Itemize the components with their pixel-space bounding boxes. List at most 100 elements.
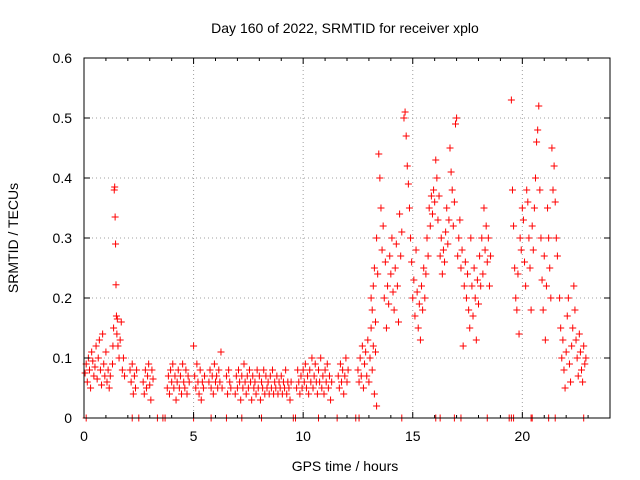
data-point (478, 234, 486, 242)
data-point (542, 282, 550, 290)
data-point (526, 264, 534, 272)
data-point (249, 372, 257, 380)
data-point (385, 300, 393, 308)
data-point (222, 372, 230, 380)
data-point (393, 282, 401, 290)
data-point (277, 372, 285, 380)
data-point (121, 372, 129, 380)
data-point (470, 264, 478, 272)
data-point (389, 288, 397, 296)
data-point (146, 381, 154, 389)
data-point (299, 366, 307, 374)
data-point (511, 264, 519, 272)
data-point (480, 204, 488, 212)
data-point (108, 360, 116, 368)
data-point (133, 366, 141, 374)
data-point (89, 357, 97, 365)
data-point (400, 114, 408, 122)
data-point (475, 300, 482, 308)
data-point (403, 162, 411, 170)
data-point (209, 390, 217, 398)
data-point (176, 372, 184, 380)
data-point (451, 120, 459, 128)
data-point (245, 366, 253, 374)
data-point (402, 132, 410, 140)
data-point (224, 390, 232, 398)
data-point (179, 360, 187, 368)
data-point (465, 306, 473, 314)
data-point (130, 372, 138, 380)
data-point (118, 366, 126, 374)
chart-title: Day 160 of 2022, SRMTID for receiver xpl… (211, 20, 479, 36)
data-point (81, 369, 89, 377)
data-point (443, 204, 451, 212)
data-point (87, 384, 95, 392)
data-point (258, 378, 266, 386)
data-point (196, 366, 204, 374)
data-point (401, 108, 409, 116)
data-point (167, 366, 175, 374)
data-point (218, 384, 226, 392)
data-point (213, 372, 221, 380)
data-point (422, 270, 430, 278)
data-point (148, 366, 156, 374)
data-point (568, 342, 576, 350)
data-point (449, 222, 457, 230)
data-point (471, 294, 479, 302)
data-point (256, 396, 264, 404)
data-point (450, 198, 458, 206)
data-point (201, 372, 209, 380)
data-point (570, 282, 578, 290)
data-point (548, 144, 556, 152)
data-point (324, 384, 332, 392)
data-point (580, 342, 588, 350)
y-tick-label: 0.6 (53, 50, 73, 66)
data-point (527, 306, 535, 314)
data-point (355, 378, 363, 386)
data-point (99, 330, 107, 338)
data-point (557, 324, 565, 332)
x-tick-label: 0 (80, 428, 88, 444)
data-point (287, 378, 295, 386)
data-point (432, 156, 440, 164)
data-point (327, 396, 335, 404)
data-point (396, 210, 404, 218)
data-point (545, 234, 553, 242)
data-point (296, 390, 304, 398)
data-point (507, 96, 515, 104)
data-point (323, 360, 331, 368)
data-point (457, 264, 465, 272)
data-point (371, 318, 379, 326)
data-point (127, 378, 135, 386)
data-point (426, 222, 434, 230)
data-point (454, 252, 462, 260)
data-point (418, 282, 426, 290)
data-point (445, 216, 453, 224)
data-point (416, 336, 424, 344)
data-point (315, 366, 323, 374)
data-point (386, 252, 394, 260)
x-axis-label: GPS time / hours (292, 458, 399, 474)
data-point (436, 252, 444, 260)
data-point (514, 270, 522, 278)
data-point (534, 126, 542, 134)
data-point (444, 240, 452, 248)
data-point (425, 204, 433, 212)
data-point (390, 306, 398, 314)
data-point (525, 234, 533, 242)
data-point (428, 210, 436, 218)
data-point (191, 372, 199, 380)
y-tick-label: 0.2 (53, 290, 73, 306)
data-point (185, 378, 193, 386)
data-point (559, 336, 567, 344)
x-tick-label: 5 (190, 428, 198, 444)
data-point (408, 258, 416, 266)
data-point (216, 378, 224, 386)
data-point (414, 324, 422, 332)
data-point (112, 312, 120, 320)
y-axis-label: SRMTID / TECUs (5, 183, 21, 293)
data-point (517, 246, 525, 254)
data-point (328, 378, 336, 386)
data-point (549, 186, 557, 194)
